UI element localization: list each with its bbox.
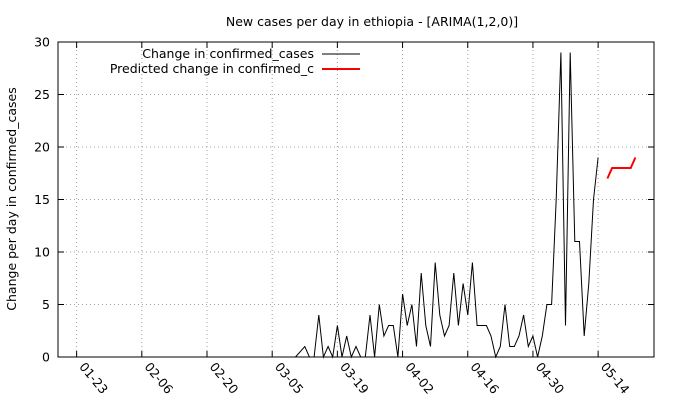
y-axis-label: Change per day in confirmed_cases [4, 87, 19, 310]
legend-label-predicted: Predicted change in confirmed_c [110, 61, 314, 76]
y-tick-label: 0 [42, 350, 50, 365]
x-tick-label: 04-02 [402, 359, 437, 396]
y-tick-label: 15 [34, 192, 50, 207]
legend-label-observed: Change in confirmed_cases [142, 46, 314, 61]
y-tick-label: 5 [42, 297, 50, 312]
chart-title: New cases per day in ethiopia - [ARIMA(1… [226, 14, 518, 29]
legend: Change in confirmed_cases Predicted chan… [110, 46, 360, 76]
x-tick-label: 01-23 [76, 359, 111, 396]
x-tick-label: 02-06 [142, 359, 177, 397]
grid-layer [58, 42, 654, 357]
series-line-predicted [606, 157, 637, 179]
x-tick-label: 05-14 [598, 359, 633, 397]
y-tick-label: 30 [34, 35, 50, 50]
x-tick-label: 04-16 [467, 359, 502, 397]
series-layer [58, 52, 637, 359]
plot-frame [57, 41, 655, 358]
y-tick-label: 10 [34, 245, 50, 260]
x-tick-label: 04-30 [533, 359, 568, 397]
x-tick-label: 03-05 [272, 359, 307, 396]
x-tick-label: 03-19 [337, 359, 372, 397]
series-line-observed [58, 52, 599, 359]
x-tick-label: 02-20 [207, 359, 242, 397]
y-tick-label: 20 [34, 140, 50, 155]
y-tick-label: 25 [34, 87, 50, 102]
